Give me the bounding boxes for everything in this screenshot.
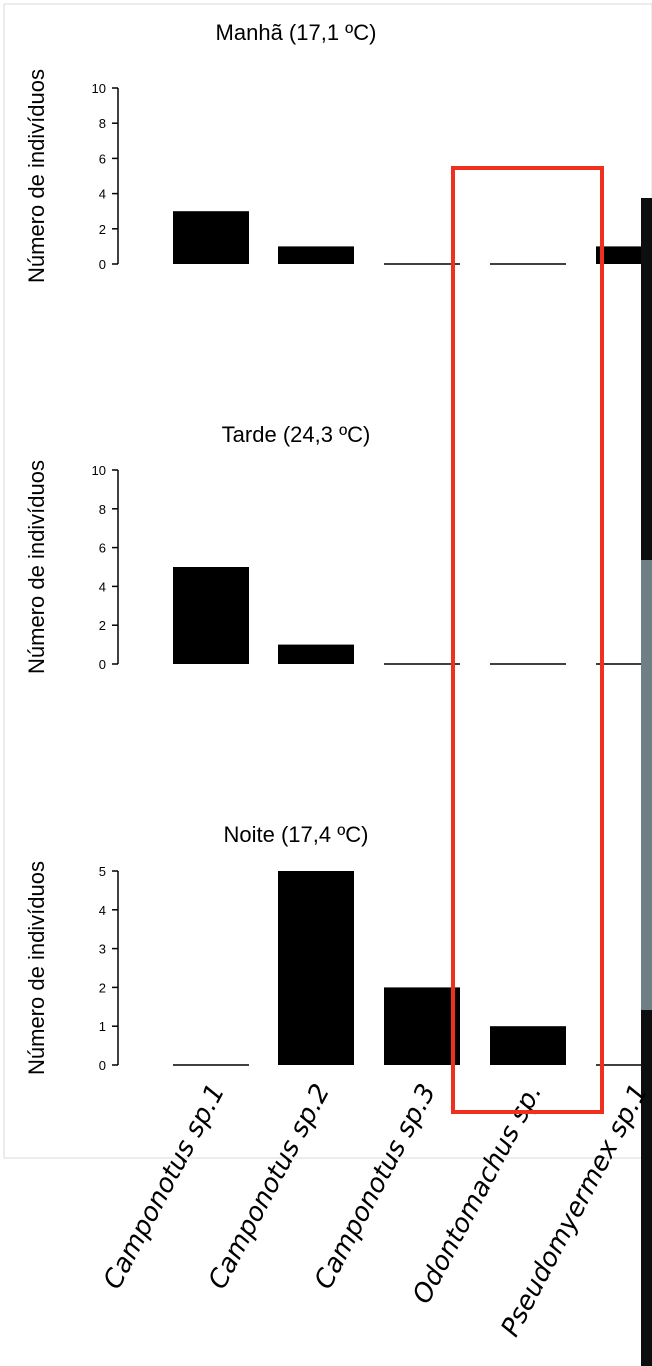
bar	[173, 211, 249, 264]
y-tick-label: 2	[99, 618, 106, 633]
panel-title: Tarde (24,3 ºC)	[222, 422, 371, 447]
y-axis-title: Número de indivíduos	[24, 69, 49, 283]
y-tick-label: 5	[99, 864, 106, 879]
y-tick-label: 6	[99, 541, 106, 556]
y-tick-label: 6	[99, 151, 106, 166]
y-tick-label: 3	[99, 942, 106, 957]
bar	[596, 246, 641, 264]
bar	[278, 644, 354, 664]
bar	[384, 987, 460, 1065]
highlight-box	[451, 166, 604, 1114]
y-tick-label: 10	[92, 463, 106, 478]
y-tick-label: 4	[99, 187, 106, 202]
background-photo	[641, 198, 652, 1366]
photo-mid-strip	[641, 560, 652, 1010]
y-tick-label: 0	[99, 257, 106, 272]
y-axis-title: Número de indivíduos	[24, 460, 49, 674]
chart-panel-1: Manhã (17,1 ºC) Número de indivíduos 0 2 4 6 8…	[24, 20, 641, 283]
y-tick-label: 4	[99, 579, 106, 594]
y-tick-label: 2	[99, 980, 106, 995]
y-tick-label: 1	[99, 1019, 106, 1034]
y-tick-label: 10	[92, 81, 106, 96]
y-tick-label: 0	[99, 657, 106, 672]
y-tick-label: 8	[99, 116, 106, 131]
y-axis-title: Número de indivíduos	[24, 861, 49, 1075]
bar	[278, 871, 354, 1065]
bar	[490, 1026, 566, 1065]
y-tick-label: 0	[99, 1058, 106, 1073]
chart-panel-2: Tarde (24,3 ºC) Número de indivíduos 0 2 4 6 8…	[24, 422, 641, 674]
y-tick-label: 4	[99, 903, 106, 918]
panel-title: Noite (17,4 ºC)	[224, 822, 369, 847]
bar	[173, 567, 249, 664]
y-tick-label: 8	[99, 502, 106, 517]
panel-title: Manhã (17,1 ºC)	[216, 20, 377, 45]
y-tick-label: 2	[99, 222, 106, 237]
bar	[278, 246, 354, 264]
